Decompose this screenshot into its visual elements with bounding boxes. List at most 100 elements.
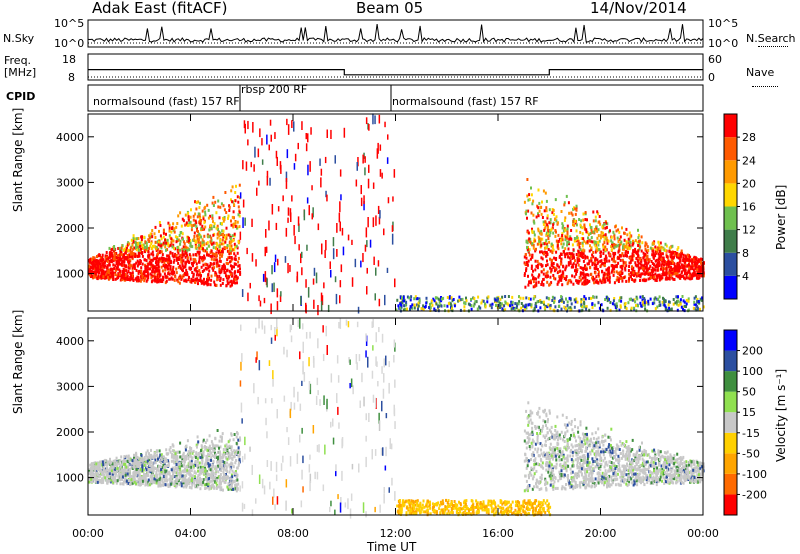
data-cell xyxy=(105,258,108,262)
data-cell xyxy=(303,209,306,221)
data-cell xyxy=(277,258,279,266)
data-cell xyxy=(526,241,529,245)
data-cell xyxy=(160,237,163,241)
data-cell xyxy=(664,300,667,303)
data-cell xyxy=(659,275,662,279)
data-cell xyxy=(244,123,246,134)
data-cell xyxy=(532,285,535,289)
data-cell xyxy=(621,252,624,256)
data-cell xyxy=(158,229,160,233)
data-cell xyxy=(621,258,624,262)
data-cell xyxy=(154,266,157,270)
data-cell xyxy=(661,256,664,260)
data-cell xyxy=(626,233,629,237)
data-cell xyxy=(458,298,461,302)
data-cell xyxy=(619,235,622,239)
data-cell xyxy=(128,264,131,268)
data-cell xyxy=(586,278,589,282)
data-cell xyxy=(116,274,119,278)
data-cell xyxy=(219,253,221,257)
data-cell xyxy=(599,259,602,263)
data-cell xyxy=(404,303,407,307)
data-cell xyxy=(172,459,175,463)
data-cell xyxy=(576,236,579,240)
data-cell xyxy=(196,237,199,241)
nsearch-tick-low: 10^0 xyxy=(708,37,739,50)
data-cell xyxy=(535,247,537,251)
data-cell xyxy=(161,479,164,483)
data-cell xyxy=(579,266,582,270)
data-cell xyxy=(541,237,544,241)
data-cell xyxy=(636,252,639,256)
data-cell xyxy=(225,465,228,469)
data-cell xyxy=(375,267,377,276)
data-cell xyxy=(595,225,598,229)
data-cell xyxy=(552,223,555,227)
data-cell xyxy=(274,132,276,139)
data-cell xyxy=(209,283,212,287)
data-cell xyxy=(293,225,295,236)
data-cell xyxy=(532,213,535,217)
data-cell xyxy=(536,259,539,263)
data-cell xyxy=(107,269,110,273)
data-cell xyxy=(679,266,682,270)
data-cell xyxy=(244,217,246,226)
data-cell xyxy=(576,268,579,272)
data-cell xyxy=(149,244,152,248)
data-cell xyxy=(221,479,224,483)
data-cell xyxy=(552,262,555,265)
data-cell xyxy=(132,247,135,251)
data-cell xyxy=(140,277,143,281)
data-cell xyxy=(181,232,184,236)
data-cell xyxy=(122,267,125,271)
data-cell xyxy=(579,230,582,234)
data-cell xyxy=(697,274,700,278)
data-cell xyxy=(440,297,443,301)
data-cell xyxy=(150,252,153,256)
data-cell xyxy=(207,244,210,248)
data-cell xyxy=(212,241,215,245)
data-cell xyxy=(233,487,236,491)
data-cell xyxy=(160,280,163,283)
data-cell xyxy=(230,464,233,467)
data-cell xyxy=(558,237,561,241)
data-cell xyxy=(546,259,548,263)
data-cell xyxy=(209,447,212,451)
data-cell xyxy=(165,248,167,252)
data-cell xyxy=(116,265,119,268)
data-cell xyxy=(210,440,213,444)
data-cell xyxy=(673,278,676,281)
data-cell xyxy=(570,255,573,258)
data-cell xyxy=(440,304,443,308)
data-cell xyxy=(127,278,130,281)
data-cell xyxy=(547,303,550,307)
data-cell xyxy=(557,239,560,243)
data-cell xyxy=(593,303,596,307)
data-cell xyxy=(169,480,172,484)
data-cell xyxy=(605,236,608,240)
data-cell xyxy=(291,195,293,202)
data-cell xyxy=(165,265,168,269)
data-cell xyxy=(543,227,546,231)
data-cell xyxy=(620,240,623,244)
data-cell xyxy=(575,263,578,267)
data-cell xyxy=(188,260,191,264)
data-cell xyxy=(367,123,369,130)
data-cell xyxy=(538,209,541,213)
data-cell xyxy=(106,264,109,268)
data-cell xyxy=(189,254,192,258)
data-cell xyxy=(580,278,583,282)
data-cell xyxy=(677,295,679,299)
data-cell xyxy=(646,254,649,258)
data-cell xyxy=(607,269,610,273)
data-cell xyxy=(339,201,341,213)
data-cell xyxy=(204,210,207,214)
data-cell xyxy=(568,251,571,255)
data-cell xyxy=(220,202,223,206)
data-cell xyxy=(636,258,639,262)
data-cell xyxy=(595,295,598,299)
data-cell xyxy=(158,251,161,254)
data-cell xyxy=(558,278,561,282)
data-cell xyxy=(173,475,176,479)
data-cell xyxy=(619,304,622,308)
